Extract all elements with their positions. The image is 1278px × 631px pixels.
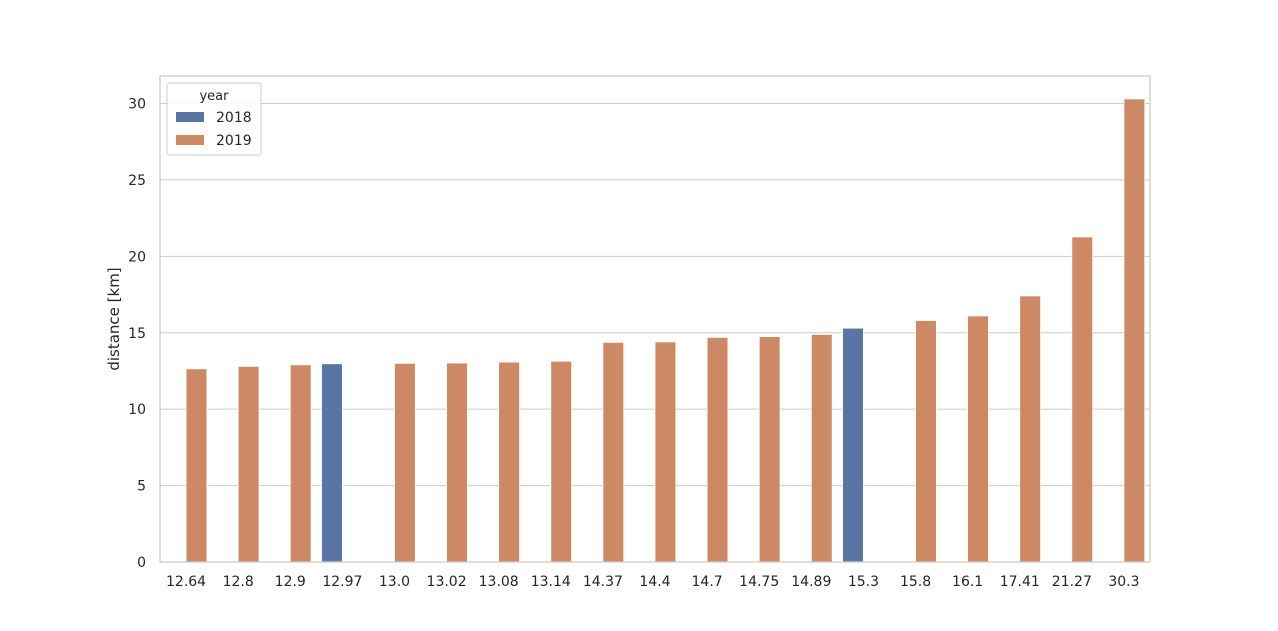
bar-2019-15.8 [915,320,937,563]
x-tick-label: 15.3 [848,574,879,590]
legend-label-2019: 2019 [216,133,252,149]
x-tick-label: 13.02 [427,574,467,590]
x-tick-label: 21.27 [1052,574,1092,590]
bar-2019-12.8 [237,365,260,563]
x-tick-label: 13.0 [379,574,410,590]
bar-2019-13.14 [550,360,573,563]
bar-2019-14.7 [706,336,729,563]
bar-2019-14.75 [758,336,781,563]
legend-swatch-2019 [176,135,204,145]
x-tick-label: 16.1 [952,574,983,590]
x-tick-label: 12.97 [322,574,362,590]
y-tick-label: 30 [128,97,146,113]
x-tick-label: 14.89 [791,574,831,590]
y-tick-label: 20 [128,249,146,265]
y-tick-label: 10 [128,402,146,418]
x-tick-label: 15.8 [900,574,931,590]
y-tick-labels: 0 5 10 15 20 25 30 [128,97,146,571]
x-tick-label: 30.3 [1108,574,1139,590]
x-tick-label: 12.8 [223,574,254,590]
bar-2019-16.1 [967,315,989,563]
bar-2019-21.27 [1071,236,1094,563]
x-tick-label: 14.4 [639,574,670,590]
x-tick-labels: 12.64 12.8 12.9 12.97 13.0 13.02 13.08 13.14 14.… [166,574,1140,590]
legend-swatch-2018 [176,112,204,122]
plot-frame [159,75,1151,563]
y-tick-label: 0 [137,555,146,571]
legend: year 2018 2019 [166,82,262,156]
x-tick-label: 12.9 [275,574,306,590]
x-tick-label: 14.7 [692,574,723,590]
bar-2019-14.4 [654,341,677,563]
bar-2019-30.3 [1123,98,1146,563]
bar-2019-13.08 [498,361,520,563]
x-tick-label: 13.08 [479,574,519,590]
y-tick-label: 15 [128,326,146,342]
bar-2019-17.41 [1019,295,1041,563]
legend-label-2018: 2018 [216,110,252,126]
bar-2019-14.89 [810,334,833,563]
y-tick-label: 25 [128,173,146,189]
bar-2018-12.97 [321,363,343,563]
bar-2019-14.37 [602,341,625,563]
x-tick-label: 12.64 [166,574,206,590]
bar-2018-15.3 [842,327,864,563]
x-tick-label: 14.75 [739,574,779,590]
bar-2019-13.02 [446,362,468,563]
y-axis-label: distance [km] [105,267,123,370]
y-tick-label: 5 [137,479,146,495]
x-tick-label: 17.41 [1000,574,1040,590]
x-tick-label: 13.14 [531,574,571,590]
legend-title: year [199,89,229,104]
bar-2019-12.9 [289,364,312,563]
bars [185,98,1146,563]
x-tick-label: 14.37 [583,574,623,590]
bar-2019-13.0 [394,362,416,563]
bar-2019-12.64 [185,368,208,563]
